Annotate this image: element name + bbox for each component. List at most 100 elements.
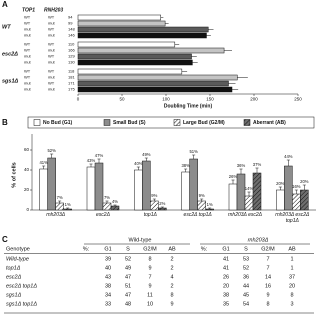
- value-label: 1%: [207, 202, 213, 207]
- table-cell: 9: [148, 265, 151, 271]
- genotype: mut: [24, 81, 32, 86]
- table-cell: 45: [243, 292, 249, 298]
- genotype: WT: [48, 54, 55, 59]
- table-cell: 7: [266, 256, 269, 262]
- value-label: 9%: [151, 193, 157, 198]
- bar: [86, 166, 96, 211]
- y-tick-label: 60: [24, 147, 30, 152]
- value-label: 52%: [47, 148, 56, 153]
- genotype: mut: [48, 60, 56, 65]
- bar: [77, 47, 225, 54]
- value-label: 181: [68, 75, 75, 80]
- bar: [276, 189, 285, 211]
- value-label: 4%: [112, 199, 118, 204]
- y-axis-title: % of cells: [11, 162, 17, 187]
- category-label: rnh203Δ: [46, 212, 66, 218]
- column-header: Genotype: [6, 246, 30, 252]
- group-header: Wild-type: [129, 237, 152, 243]
- bar: [158, 207, 167, 211]
- column-header: G1: [104, 246, 111, 252]
- panel-label: A: [2, 0, 8, 9]
- genotype: mut: [48, 48, 56, 53]
- x-axis-title: Doubling Time (min): [164, 103, 213, 109]
- table-cell: 47: [125, 292, 131, 298]
- bar: [181, 171, 190, 211]
- genotype: mut: [24, 87, 32, 92]
- bar: [77, 20, 166, 27]
- value-label: 26%: [229, 174, 238, 179]
- genotype: WT: [24, 21, 31, 26]
- value-label: 118: [68, 69, 75, 74]
- bar: [189, 158, 198, 211]
- table-cell: 1: [290, 256, 293, 262]
- bar: [197, 200, 206, 211]
- value-label: 20%: [276, 181, 285, 186]
- column-header: S: [244, 246, 248, 252]
- bar: [77, 26, 209, 33]
- bar: [77, 68, 183, 75]
- value-label: 38%: [181, 163, 190, 168]
- row-label: sgs1Δ top1Δ: [6, 301, 37, 307]
- table-cell: 11: [147, 292, 153, 298]
- table-cell: 52: [125, 256, 131, 262]
- column-header: TOP1: [22, 7, 35, 13]
- genotype: mut: [24, 33, 32, 38]
- row-label: top1Δ: [6, 265, 21, 271]
- column-header: G2/M: [261, 246, 275, 252]
- value-label: 37%: [253, 162, 262, 167]
- y-tick-label: 40: [24, 167, 30, 172]
- table-cell: 4: [170, 274, 173, 280]
- table-cell: 7: [266, 265, 269, 271]
- legend-box: [27, 116, 315, 129]
- bar: [77, 41, 176, 48]
- x-tick-label: 250: [294, 97, 302, 102]
- table-cell: 8: [266, 301, 269, 307]
- genotype: mut: [24, 60, 32, 65]
- column-header: RNH203: [44, 7, 63, 13]
- bar: [300, 189, 309, 211]
- genotype: WT: [48, 42, 55, 47]
- genotype: WT: [48, 15, 55, 20]
- table-cell: 20: [289, 283, 295, 289]
- table-cell: 2: [170, 265, 173, 271]
- value-label: 129: [68, 54, 75, 59]
- table-cell: 37: [289, 274, 295, 280]
- value-label: 148: [68, 27, 75, 32]
- value-label: 171: [68, 81, 75, 86]
- genotype: WT: [24, 42, 31, 47]
- table-cell: 2: [170, 283, 173, 289]
- table-cell: 38: [105, 283, 111, 289]
- table-cell: 41: [223, 256, 229, 262]
- genotype: mut: [48, 33, 56, 38]
- x-tick-label: 200: [250, 97, 258, 102]
- bar: [77, 32, 207, 39]
- table-cell: 34: [105, 292, 111, 298]
- bar: [142, 160, 151, 211]
- genotype: mut: [24, 27, 32, 32]
- legend-label: Aberrant (AB): [253, 120, 286, 126]
- group-label: esc2Δ: [2, 51, 18, 57]
- value-label: 41%: [39, 160, 48, 165]
- value-label: 9%: [199, 193, 205, 198]
- table-cell: 2: [170, 256, 173, 262]
- table-cell: 38: [223, 292, 229, 298]
- bar: [205, 208, 214, 211]
- table-cell: 40: [105, 265, 111, 271]
- value-label: 99: [68, 21, 73, 26]
- table-cell: 43: [105, 274, 111, 280]
- bar: [134, 169, 143, 211]
- bar: [47, 157, 56, 211]
- legend-swatch: [173, 119, 181, 126]
- bar: [77, 14, 161, 21]
- category-label: esc2Δ top1Δ: [183, 212, 212, 218]
- category-label: rnh203Δ esc2Δ: [227, 212, 263, 218]
- genotype: WT: [24, 69, 31, 74]
- value-label: 110: [68, 42, 75, 47]
- group-header: rnh203Δ: [248, 237, 269, 243]
- group-label: sgs1Δ: [2, 78, 19, 84]
- value-label: 43%: [87, 158, 96, 163]
- table-cell: 39: [105, 256, 111, 262]
- x-tick-label: 100: [162, 97, 170, 102]
- value-label: 20%: [300, 179, 309, 184]
- panel-label: B: [2, 118, 8, 127]
